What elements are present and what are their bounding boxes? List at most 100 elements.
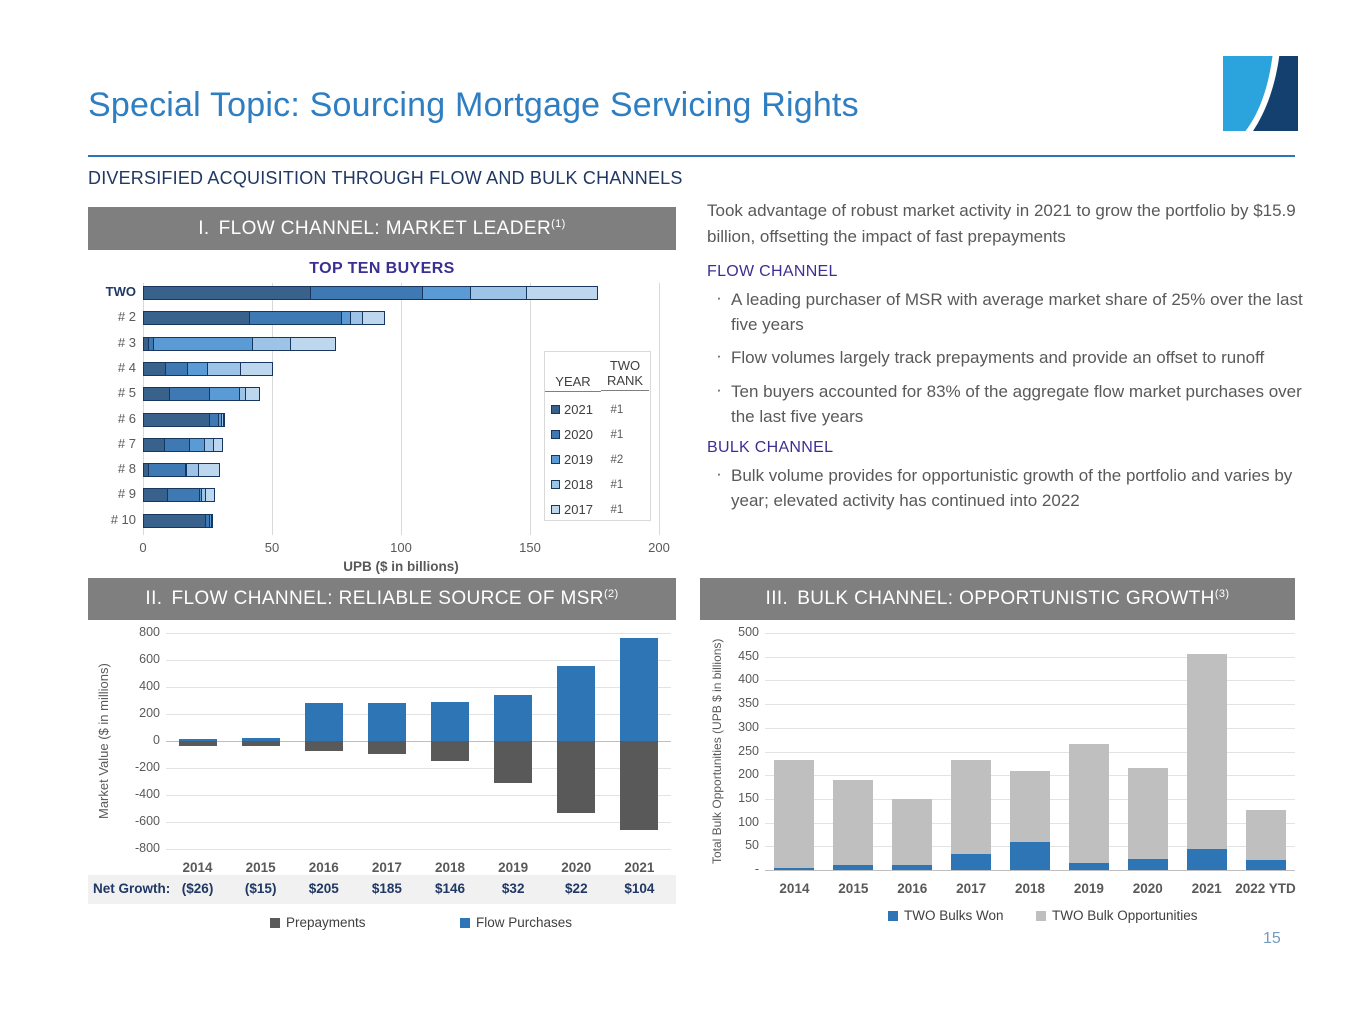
legend-col-year-label: YEAR: [545, 374, 601, 392]
bar-segment-2021: [143, 412, 211, 427]
bar-category-label: # 9: [117, 486, 136, 502]
bulk-bullet-item: · Bulk volume provides for opportunistic …: [707, 464, 1305, 513]
bar-segment-2017: [289, 336, 337, 351]
bar-category-label: # 3: [117, 334, 136, 350]
gridline-y--800: [166, 849, 671, 850]
y-tick-50: 50: [745, 838, 759, 853]
gridline-y--200: [166, 768, 671, 769]
y-tick-800: 800: [139, 625, 160, 639]
y-tick-600: 600: [139, 652, 160, 666]
bar-flow-purchases-2016: [304, 703, 343, 741]
legend-swatch: [460, 917, 470, 928]
net-growth-value-2017: $185: [371, 881, 402, 896]
legend-year-label: 2021: [564, 402, 593, 417]
x-tick-150: 150: [519, 540, 541, 555]
y-tick--800: -800: [134, 841, 160, 855]
net-growth-value-2020: $22: [565, 881, 588, 896]
section-header-flow-reliable-source: II. FLOW CHANNEL: RELIABLE SOURCE OF MSR…: [88, 578, 676, 620]
bar-bulk-opportunities-2016: [892, 798, 933, 865]
chart-plot-area: 800 600 400 200 0 -200 -400 -600 -800 2014 2015 201…: [135, 625, 671, 875]
bulk-bullet-text: Bulk volume provides for opportunistic g…: [731, 466, 1293, 510]
bar-category-label: # 4: [117, 359, 136, 375]
gridline-y-600: [166, 660, 671, 661]
gridline-y-500: [765, 633, 1295, 634]
legend-year-label: 2019: [564, 452, 593, 467]
gridline-y-400: [765, 680, 1295, 682]
chart-bulk-channel: Total Bulk Opportunities (UPB $ in billi…: [700, 620, 1296, 955]
x-category-2015: 2015: [838, 881, 869, 896]
legend-rank-value: #1: [610, 403, 624, 416]
x-tick-50: 50: [264, 540, 280, 555]
bar-bulks-won-2014: [774, 867, 815, 870]
bar-prepayments-2018: [431, 741, 470, 761]
x-category-2021: 2021: [1191, 881, 1222, 896]
section-header-bulk-opportunistic: III. BULK CHANNEL: OPPORTUNISTIC GROWTH …: [700, 578, 1295, 620]
bar-bulks-won-2018: [1010, 841, 1050, 870]
y-tick--: -: [754, 862, 759, 876]
bar-bulk-opportunities-2015: [833, 779, 874, 865]
bar-segment-2021: [143, 488, 168, 503]
bar-prepayments-2016: [304, 741, 343, 752]
chart-plot-area: [143, 283, 660, 535]
page-subtitle: DIVERSIFIED ACQUISITION THROUGH FLOW AND…: [88, 168, 683, 188]
bar-flow-purchases-2018: [431, 701, 470, 741]
y-tick-350: 350: [738, 696, 759, 711]
gridline-x-100: [401, 283, 402, 535]
chart-flow-channel-msr: Market Value ($ in millions) 800 600 400 20…: [88, 620, 676, 955]
bulk-channel-heading: BULK CHANNEL: [707, 439, 834, 457]
legend-swatch-2021: [551, 405, 560, 414]
x-category-2017: 2017: [371, 860, 402, 875]
x-category-2014: 2014: [182, 860, 213, 875]
bar-segment-2019: [187, 361, 209, 376]
y-tick-100: 100: [738, 814, 759, 829]
gridline-x-0: [143, 283, 144, 535]
commentary-panel: Took advantage of robust market activity…: [707, 198, 1305, 522]
chart-x-axis-label: UPB ($ in billions): [343, 559, 459, 574]
footnote-ref: (2): [603, 588, 619, 600]
bar-segment-2017: [244, 387, 261, 402]
legend-rank-value: #1: [610, 428, 624, 441]
legend-year-label: 2018: [564, 477, 593, 492]
legend-label: Prepayments: [286, 915, 366, 930]
bar-bulks-won-2020: [1127, 859, 1168, 870]
page-number: 15: [1263, 930, 1281, 947]
bar-segment-2021: [143, 361, 167, 376]
bar-segment-2020: [169, 387, 211, 402]
bar-prepayments-2021: [620, 741, 659, 831]
bar-segment-2021: [143, 286, 311, 300]
flow-bullet-text: Flow volumes largely track prepayments a…: [731, 348, 1265, 368]
bar-category-label: # 8: [117, 461, 136, 477]
y-tick-400: 400: [139, 679, 160, 693]
bar-segment-2021: [143, 437, 165, 452]
x-category-2021: 2021: [624, 860, 655, 875]
net-growth-row: Net Growth: ($26) ($15) $205 $185 $146 $32 $22…: [88, 875, 676, 904]
bar-category-label: # 5: [117, 385, 136, 401]
intro-paragraph: Took advantage of robust market activity…: [707, 201, 1296, 246]
gridline-y-200: [166, 714, 671, 715]
y-tick--600: -600: [134, 814, 160, 828]
y-tick--400: -400: [134, 787, 160, 801]
flow-bullet-text: Ten buyers accounted for 83% of the aggr…: [731, 381, 1302, 426]
x-category-2019: 2019: [1073, 881, 1104, 896]
bar-segment-2020: [166, 488, 201, 503]
legend-label: TWO Bulks Won: [904, 908, 1004, 923]
bar-bulks-won-2021: [1186, 848, 1227, 870]
bar-bulk-opportunities-2014: [774, 760, 815, 868]
gridline-y-400: [166, 687, 671, 688]
bar-segment-2021: [143, 387, 171, 402]
legend-swatch: [888, 910, 898, 921]
legend-rank-value: #1: [610, 478, 624, 491]
x-category-2016: 2016: [897, 881, 928, 896]
bar-segment-2018: [210, 513, 213, 528]
legend-row-2021: 2021 #1: [545, 402, 650, 417]
legend-rank-value: #1: [610, 503, 624, 516]
x-category-2018: 2018: [1014, 881, 1046, 896]
bullet-icon: ·: [716, 288, 722, 307]
y-tick-200: 200: [738, 767, 759, 782]
stacked-bar-row: [143, 463, 220, 478]
bar-segment-2017: [197, 463, 220, 478]
x-category-2019: 2019: [498, 860, 529, 875]
y-tick-450: 450: [738, 648, 759, 663]
y-tick-200: 200: [139, 706, 160, 720]
